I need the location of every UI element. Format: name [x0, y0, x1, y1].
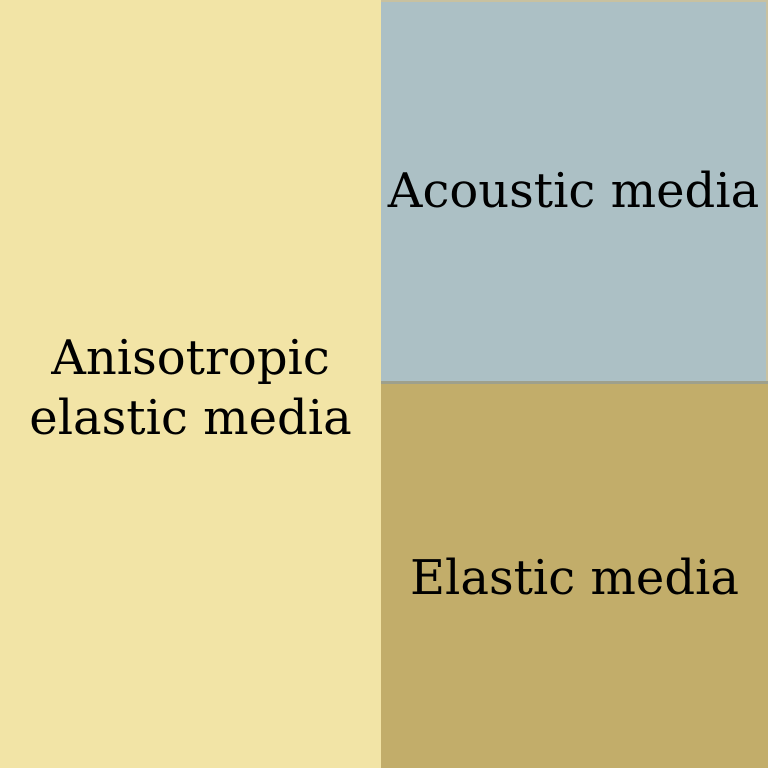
acoustic-media-label: Acoustic media: [387, 163, 760, 219]
elastic-media-label: Elastic media: [409, 550, 740, 606]
acoustic-media-region: Acoustic media: [381, 0, 768, 384]
region-divider: [381, 381, 768, 384]
elastic-media-region: Elastic media: [381, 384, 768, 768]
anisotropic-elastic-media-label: Anisotropic elastic media: [29, 328, 351, 448]
anisotropic-label-line-2: elastic media: [29, 390, 352, 446]
anisotropic-elastic-media-region: Anisotropic elastic media: [0, 0, 381, 768]
anisotropic-label-line-1: Anisotropic: [51, 330, 330, 386]
